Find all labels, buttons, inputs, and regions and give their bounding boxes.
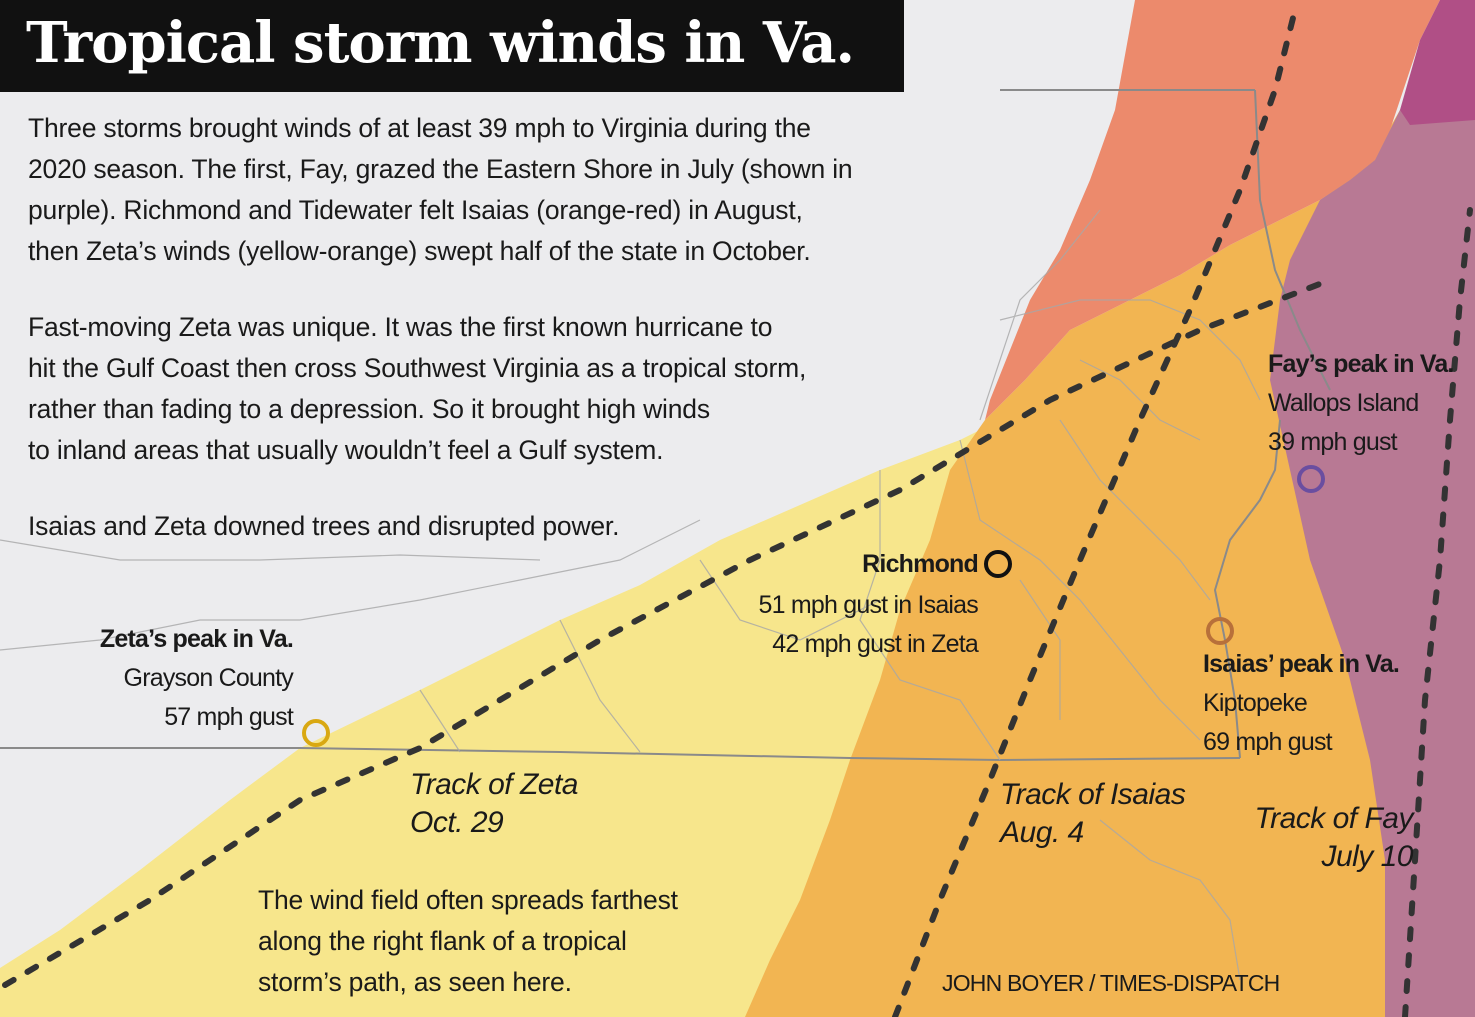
intro-line: Fast-moving Zeta was unique. It was the … [28,312,773,342]
fay-strong-field [1400,0,1475,125]
title-bar: Tropical storm winds in Va. [0,0,904,92]
fay-track-name: Track of Fay [1254,802,1414,835]
intro-paragraph-2: Fast-moving Zeta was unique. It was the … [28,307,806,471]
note-line: The wind field often spreads farthest [258,885,678,915]
zeta-peak-gust: 57 mph gust [164,703,294,731]
fay-track-date: July 10 [1321,840,1413,873]
richmond-name: Richmond [862,550,979,578]
zeta-peak-place: Grayson County [123,664,294,692]
fay-peak-label: Fay’s peak in Va. Wallops Island 39 mph … [1268,345,1454,462]
intro-line: purple). Richmond and Tidewater felt Isa… [28,195,803,225]
isaias-track-label: Track of Isaias Aug. 4 [1000,776,1186,852]
credit-line: JOHN BOYER / TIMES-DISPATCH [942,970,1280,996]
intro-line: then Zeta’s winds (yellow-orange) swept … [28,236,811,266]
intro-line: rather than fading to a depression. So i… [28,394,710,424]
isaias-track-line [892,7,1298,1017]
isaias-track-name: Track of Isaias [1000,778,1186,811]
intro-line: 2020 season. The first, Fay, grazed the … [28,154,853,184]
fay-peak-marker [1297,465,1325,493]
fay-wind-field [1270,60,1475,1017]
zeta-peak-marker [302,719,330,747]
zeta-peak-heading: Zeta’s peak in Va. [99,625,294,653]
page-title: Tropical storm winds in Va. [26,10,855,76]
intro-paragraph-1: Three storms brought winds of at least 3… [28,108,853,272]
wind-field-note: The wind field often spreads farthest al… [258,880,678,1003]
isaias-peak-place: Kiptopeke [1203,689,1308,717]
intro-line: to inland areas that usually wouldn’t fe… [28,435,664,465]
isaias-peak-gust: 69 mph gust [1203,728,1333,756]
zeta-track-date: Oct. 29 [410,806,504,839]
richmond-gust-isaias: 51 mph gust in Isaias [758,591,979,619]
fay-peak-heading: Fay’s peak in Va. [1268,350,1454,378]
isaias-track-date: Aug. 4 [1000,816,1084,849]
isaias-peak-heading: Isaias’ peak in Va. [1203,650,1400,678]
storm-tracks [2,7,1473,1017]
richmond-gusts: 51 mph gust in Isaias 42 mph gust in Zet… [758,586,979,664]
note-line: along the right flank of a tropical [258,926,627,956]
richmond-marker [984,550,1012,578]
fay-peak-place: Wallops Island [1268,389,1419,417]
fay-peak-gust: 39 mph gust [1268,428,1398,456]
isaias-peak-label: Isaias’ peak in Va. Kiptopeke 69 mph gus… [1203,645,1400,762]
state-boundaries [0,89,1331,762]
isaias-strong-field [985,0,1440,420]
zeta-peak-label: Zeta’s peak in Va. Grayson County 57 mph… [99,620,294,737]
county-lines [0,209,1261,981]
richmond-label: Richmond [862,545,979,584]
note-line: storm’s path, as seen here. [258,967,572,997]
isaias-wind-field [745,110,1400,1017]
intro-paragraph-3: Isaias and Zeta downed trees and disrupt… [28,506,619,547]
richmond-gust-zeta: 42 mph gust in Zeta [772,630,979,658]
intro-line: Isaias and Zeta downed trees and disrupt… [28,511,620,541]
intro-line: Three storms brought winds of at least 3… [28,113,811,143]
fay-track-label: Track of Fay July 10 [1254,800,1414,876]
zeta-wind-field [0,420,1000,1017]
intro-line: hit the Gulf Coast then cross Southwest … [28,353,807,383]
zeta-track-label: Track of Zeta Oct. 29 [410,766,579,842]
isaias-peak-marker [1206,617,1234,645]
zeta-track-name: Track of Zeta [410,768,579,801]
zeta-track-line [2,277,1333,988]
fay-track-line [1402,207,1473,1017]
